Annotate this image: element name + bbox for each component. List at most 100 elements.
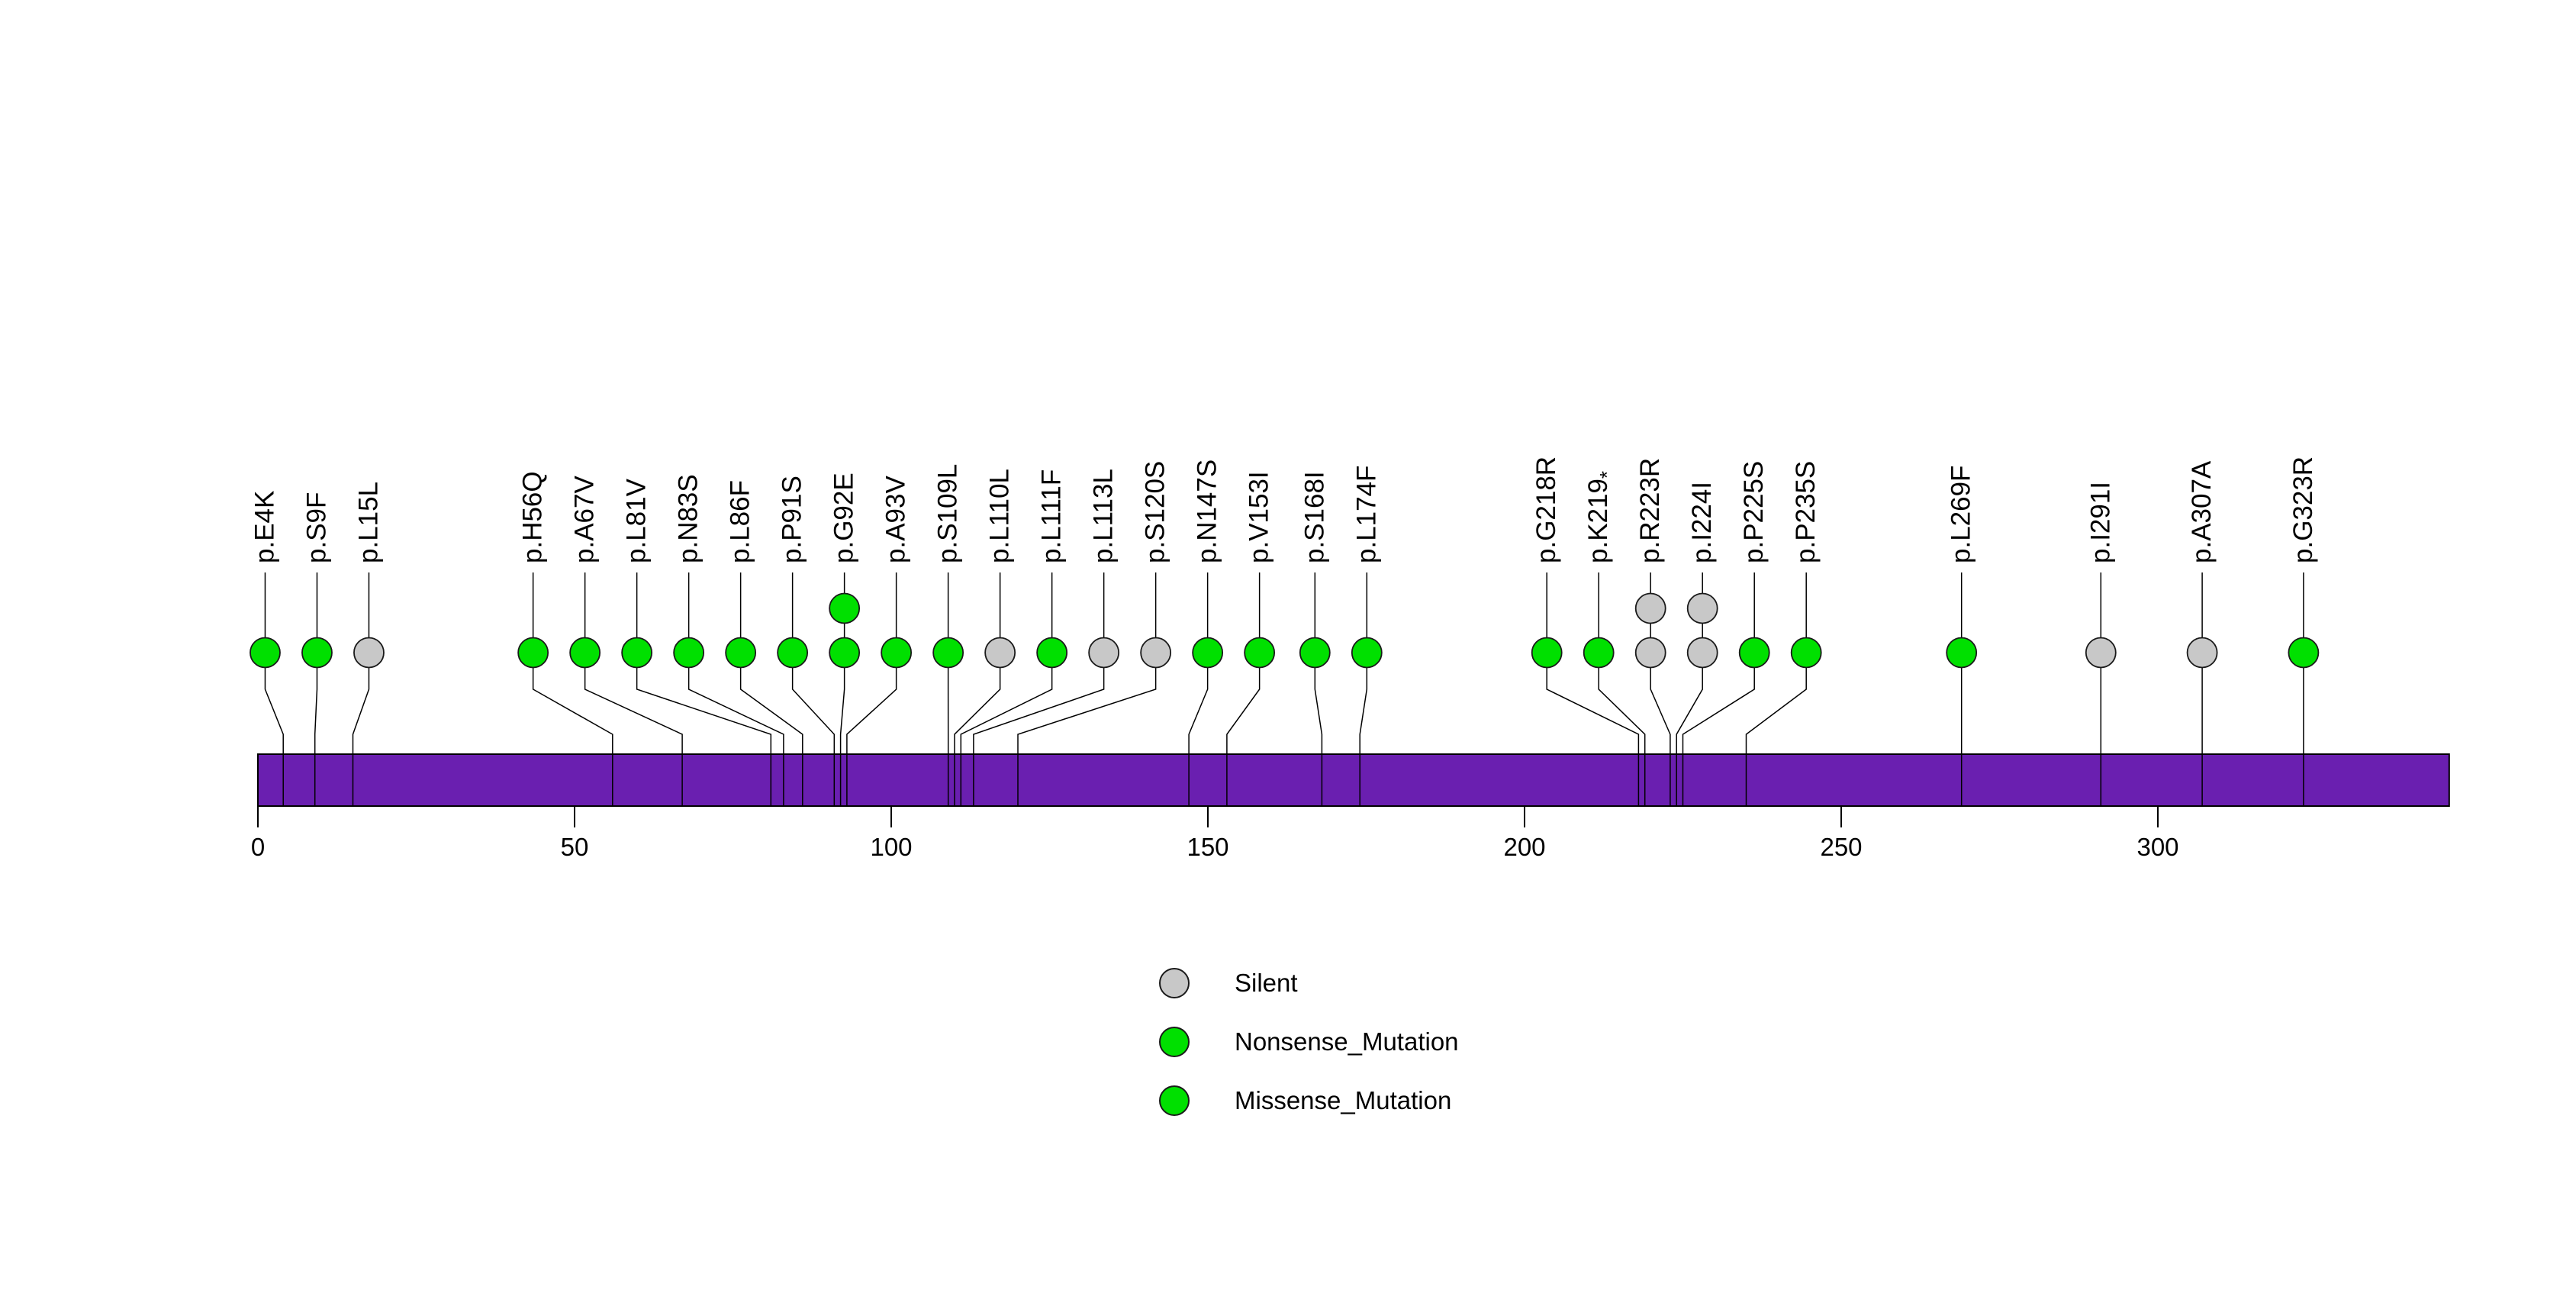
legend-item-silent: Silent bbox=[1159, 968, 1459, 998]
mutation-label: p.L111F bbox=[1037, 469, 1067, 563]
mutation-label: p.I224I bbox=[1687, 482, 1717, 563]
lollipop-stem bbox=[1745, 572, 1807, 806]
mutation-lollipop: p.L113L bbox=[973, 469, 1120, 806]
mutation-label: p.P225S bbox=[1739, 461, 1769, 563]
mutation-lollipop: p.I291I bbox=[2085, 482, 2117, 806]
mutation-lollipop: p.N83S bbox=[673, 474, 784, 806]
mutation-label: p.G92E bbox=[829, 472, 859, 563]
mutation-circle bbox=[2085, 637, 2117, 669]
mutation-label: p.R223R bbox=[1635, 458, 1665, 563]
mutation-lollipop: p.L111F bbox=[960, 469, 1068, 806]
mutation-lollipop: p.G92E bbox=[829, 472, 861, 806]
lollipop-stem bbox=[1650, 572, 1671, 806]
mutation-lollipop: p.L15L bbox=[352, 482, 385, 806]
lollipop-stem bbox=[636, 572, 772, 806]
mutation-circle bbox=[2186, 637, 2218, 669]
legend: Silent Nonsense_Mutation Missense_Mutati… bbox=[1159, 968, 1459, 1144]
mutation-lollipop: p.A67V bbox=[569, 476, 683, 806]
mutation-circle bbox=[777, 637, 809, 669]
mutation-circle bbox=[1738, 637, 1770, 669]
mutation-label: p.P91S bbox=[778, 476, 807, 563]
lollipop-stem bbox=[1359, 572, 1368, 806]
mutation-circle bbox=[829, 637, 861, 669]
mutation-label: p.S109L bbox=[933, 464, 963, 563]
lollipop-stem bbox=[584, 572, 683, 806]
legend-item-missense-mutation: Missense_Mutation bbox=[1159, 1085, 1459, 1116]
mutation-label: p.L86F bbox=[726, 480, 755, 563]
mutation-label: p.L113L bbox=[1089, 469, 1119, 563]
mutation-lollipop: p.L174F bbox=[1351, 466, 1383, 806]
mutation-lollipop: p.L269F bbox=[1946, 466, 1978, 806]
mutation-circle bbox=[1634, 592, 1666, 624]
legend-label-missense-mutation: Missense_Mutation bbox=[1235, 1086, 1452, 1114]
lollipop-stem bbox=[264, 572, 284, 806]
mutation-circle bbox=[932, 637, 964, 669]
legend-item-nonsense-mutation: Nonsense_Mutation bbox=[1159, 1027, 1459, 1057]
mutation-lollipop: p.L81V bbox=[621, 478, 772, 806]
mutation-circle bbox=[1299, 637, 1331, 669]
mutation-lollipop: p.A93V bbox=[846, 476, 913, 806]
legend-label-nonsense-mutation: Nonsense_Mutation bbox=[1235, 1027, 1459, 1056]
mutation-circle bbox=[353, 637, 385, 669]
mutation-lollipop: p.R223R bbox=[1634, 458, 1671, 806]
mutation-circle bbox=[569, 637, 601, 669]
axis-tick-label: 250 bbox=[1820, 833, 1862, 861]
mutation-label: p.A67V bbox=[570, 476, 600, 563]
mutation-label: p.G218R bbox=[1531, 456, 1561, 563]
mutation-lollipop: p.P225S bbox=[1682, 461, 1770, 806]
lollipop-stem bbox=[314, 572, 318, 806]
axis-tick-label: 200 bbox=[1503, 833, 1545, 861]
mutation-label: p.A93V bbox=[881, 476, 911, 563]
lollipop-stem bbox=[846, 572, 897, 806]
lollipop-stem bbox=[960, 572, 1053, 806]
mutation-lollipop: p.N147S bbox=[1188, 460, 1224, 806]
mutation-circle bbox=[1531, 637, 1563, 669]
mutation-circle bbox=[621, 637, 653, 669]
axis-tick-label: 300 bbox=[2136, 833, 2178, 861]
mutation-circle bbox=[829, 592, 861, 624]
lollipop-stem bbox=[1546, 572, 1640, 806]
mutation-lollipop: p.S168I bbox=[1299, 471, 1331, 806]
mutation-label: p.P235S bbox=[1791, 461, 1821, 563]
lollipop-stem bbox=[352, 572, 370, 806]
mutation-lollipop: p.K219* bbox=[1583, 471, 1646, 806]
mutation-lollipop: p.S109L bbox=[932, 464, 964, 806]
mutation-circle bbox=[1634, 637, 1666, 669]
mutation-label: p.L15L bbox=[353, 482, 383, 563]
lollipop-stem bbox=[1188, 572, 1209, 806]
mutation-label: p.K219* bbox=[1583, 471, 1618, 563]
mutation-label: p.L81V bbox=[622, 478, 652, 563]
mutation-lollipop: p.P91S bbox=[777, 476, 836, 806]
mutation-lollipop: p.G218R bbox=[1531, 456, 1640, 806]
lollipop-stem bbox=[1682, 572, 1755, 806]
mutation-circle bbox=[1790, 637, 1822, 669]
mutation-circle bbox=[725, 637, 757, 669]
axis-tick-label: 50 bbox=[561, 833, 589, 861]
mutation-label: p.I291I bbox=[2085, 482, 2115, 563]
mutation-circle bbox=[301, 637, 333, 669]
mutation-label: p.L110L bbox=[985, 469, 1015, 563]
mutation-lollipop: p.I224I bbox=[1676, 482, 1718, 806]
mutation-circle bbox=[1088, 637, 1120, 669]
mutation-label: p.V153I bbox=[1245, 471, 1274, 563]
mutation-circle bbox=[1351, 637, 1383, 669]
mutation-label: p.H56Q bbox=[518, 471, 548, 563]
mutation-label: p.N83S bbox=[674, 474, 704, 563]
mutation-label: p.E4K bbox=[250, 491, 279, 563]
nonsense-mutation-swatch-icon bbox=[1159, 1027, 1190, 1057]
mutation-label: p.S9F bbox=[301, 492, 331, 563]
axis-tick-label: 100 bbox=[870, 833, 912, 861]
lollipop-stem bbox=[1017, 572, 1157, 806]
mutation-lollipop: p.L110L bbox=[954, 469, 1016, 806]
mutation-label: p.S120S bbox=[1141, 461, 1170, 563]
mutation-label: p.S168I bbox=[1299, 471, 1329, 563]
lollipop-stem bbox=[687, 572, 784, 806]
lollipop-stem bbox=[973, 572, 1105, 806]
mutation-label: p.G323R bbox=[2288, 456, 2318, 563]
mutation-circle bbox=[1686, 637, 1718, 669]
mutation-lollipop: p.A307A bbox=[2186, 460, 2218, 806]
mutation-circle bbox=[1583, 637, 1615, 669]
mutation-circle bbox=[1192, 637, 1224, 669]
lollipop-stem bbox=[1676, 572, 1703, 806]
lollipop-stem bbox=[532, 572, 613, 806]
